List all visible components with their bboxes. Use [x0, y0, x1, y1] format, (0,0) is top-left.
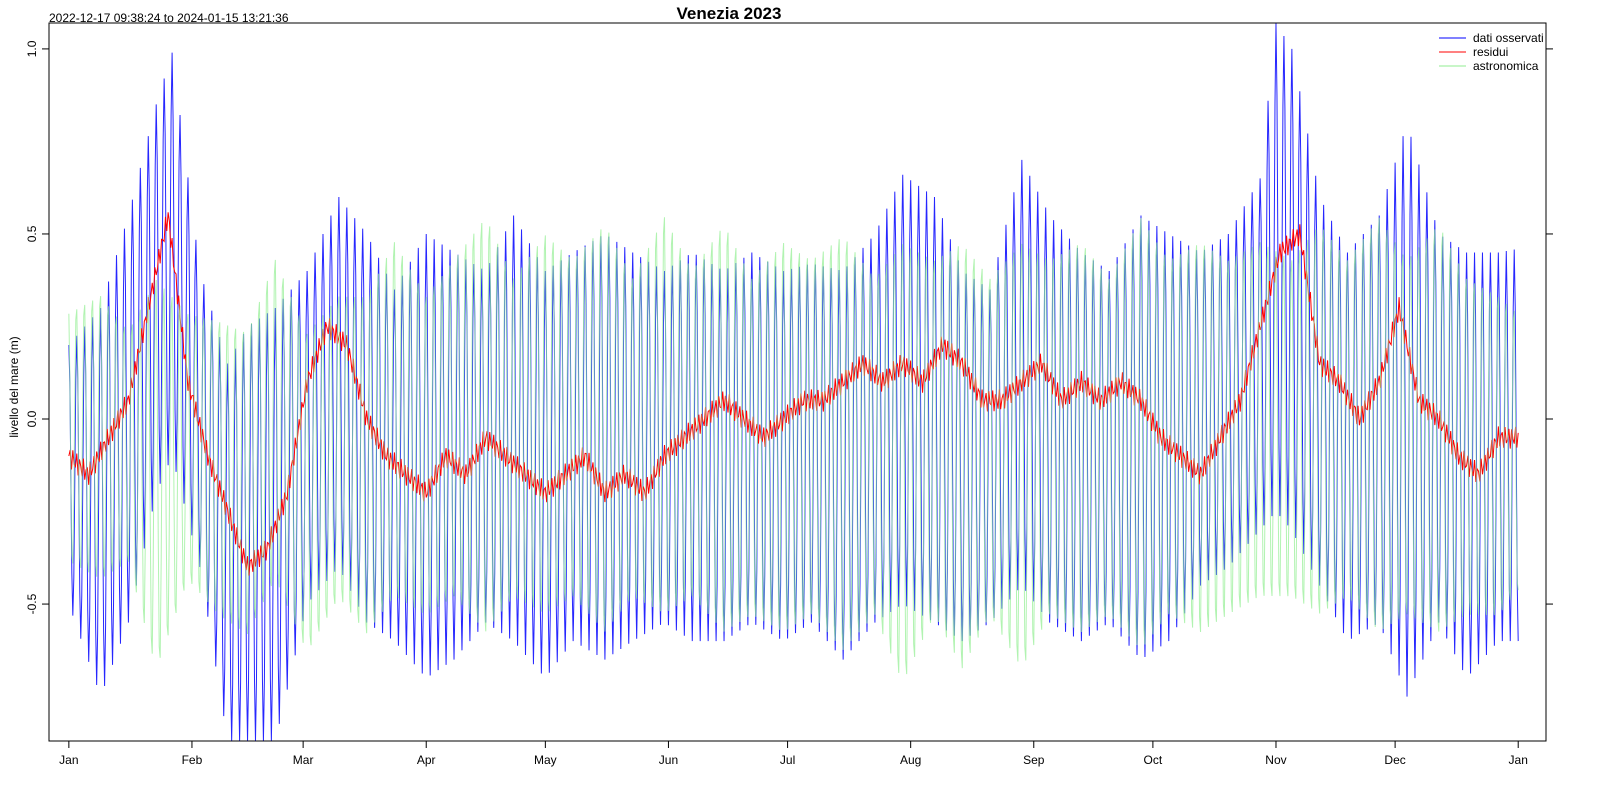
series-line-residui	[68, 212, 1519, 576]
x-tick-label: Sep	[1023, 753, 1045, 767]
legend-label-astronomica: astronomica	[1473, 59, 1539, 73]
x-tick-label: Nov	[1265, 753, 1286, 767]
x-tick-label: Jul	[780, 753, 795, 767]
x-tick-label: Aug	[900, 753, 921, 767]
x-tick-label: Dec	[1384, 753, 1405, 767]
x-tick-label: Mar	[293, 753, 314, 767]
x-tick-label: May	[534, 753, 557, 767]
date-range-label: 2022-12-17 09:38:24 to 2024-01-15 13:21:…	[49, 11, 289, 25]
x-tick-label: Feb	[182, 753, 203, 767]
axes: Jan Feb Mar Apr May Jun Jul Aug Sep Oct Nov Dec Jan -…	[25, 22, 1553, 767]
x-tick-label: Apr	[417, 753, 436, 767]
x-tick-label: Jan	[59, 753, 78, 767]
y-tick-label: 0.0	[25, 410, 39, 427]
legend: dati osservati residui astronomica	[1439, 31, 1544, 73]
x-tick-label: Jan	[1509, 753, 1528, 767]
legend-label-residui: residui	[1473, 45, 1508, 59]
y-tick-label: 0.5	[25, 225, 39, 242]
y-tick-label: 1.0	[25, 40, 39, 57]
series-line-astronomica	[68, 217, 1519, 675]
y-tick-label: -0.5	[25, 593, 39, 614]
x-tick-label: Oct	[1144, 753, 1163, 767]
y-axis-label: livello del mare (m)	[7, 336, 21, 437]
chart-title: Venezia 2023	[677, 4, 782, 23]
plot-area	[68, 23, 1519, 741]
legend-label-dati-osservati: dati osservati	[1473, 31, 1544, 45]
x-tick-label: Jun	[659, 753, 678, 767]
